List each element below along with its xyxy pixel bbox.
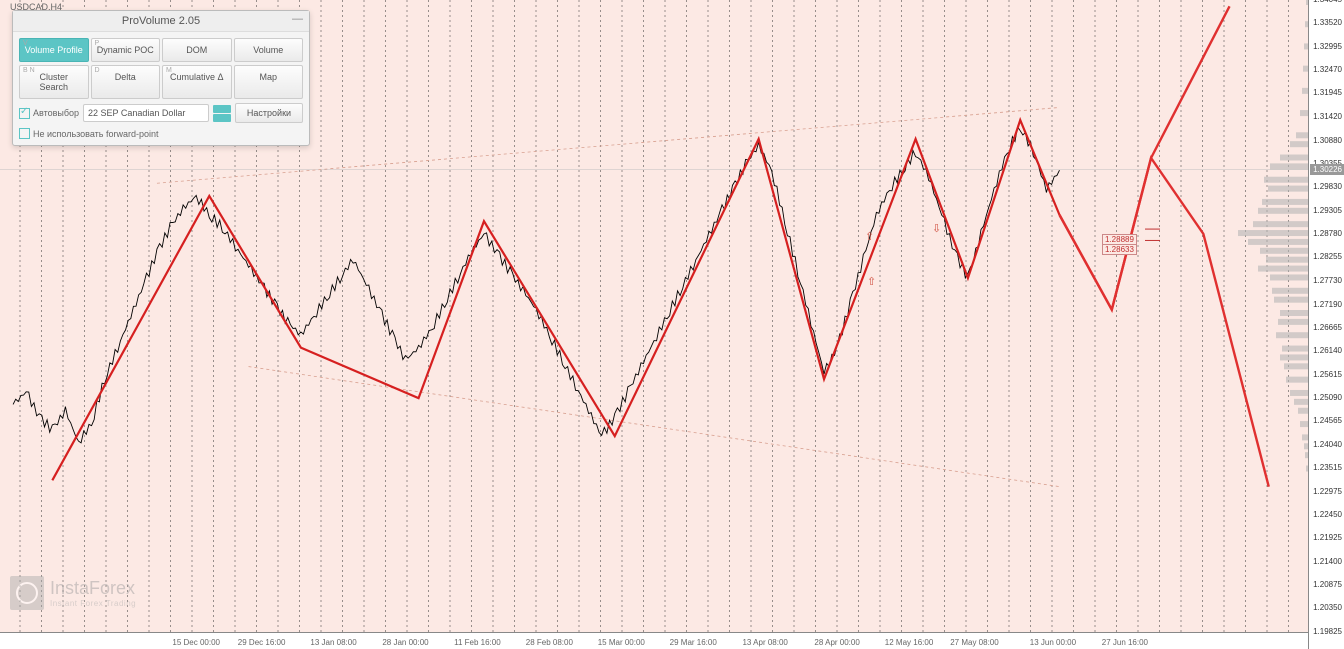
price-tick: 1.28255 — [1308, 252, 1342, 261]
minimize-icon[interactable]: — — [292, 13, 303, 25]
price-tick: 1.34045 — [1308, 0, 1342, 4]
settings-button[interactable]: Настройки — [235, 103, 303, 123]
price-tick: 1.19825 — [1308, 627, 1342, 636]
price-tick: 1.24040 — [1308, 440, 1342, 449]
checkbox-icon — [19, 108, 30, 119]
watermark: InstaForex Instant Forex Trading — [10, 576, 136, 610]
instrument-spinner[interactable] — [213, 105, 231, 122]
panel-title-text: ProVolume 2.05 — [122, 15, 200, 27]
time-tick: 27 May 08:00 — [950, 638, 998, 647]
price-tick: 1.20350 — [1308, 603, 1342, 612]
time-tick: 13 Apr 08:00 — [742, 638, 787, 647]
price-tick: 1.21925 — [1308, 533, 1342, 542]
price-tick: 1.22975 — [1308, 487, 1342, 496]
price-tick: 1.32470 — [1308, 65, 1342, 74]
price-tick: 1.24565 — [1308, 416, 1342, 425]
provolume-panel: ProVolume 2.05 — VVolume ProfilePDynamic… — [12, 10, 310, 146]
panel-button-delta[interactable]: DDelta — [91, 65, 161, 99]
time-tick: 15 Mar 00:00 — [598, 638, 645, 647]
time-tick: 13 Jun 00:00 — [1030, 638, 1076, 647]
price-tick: 1.25615 — [1308, 370, 1342, 379]
panel-button-dynamic-poc[interactable]: PDynamic POC — [91, 38, 161, 62]
time-tick: 29 Dec 16:00 — [238, 638, 286, 647]
chart-area: USDCAD,H4 1.28889 1.28633 ⇧ ⇧ ⇩ ProVolum… — [0, 0, 1308, 632]
price-tick: 1.29830 — [1308, 182, 1342, 191]
price-tick: 1.27190 — [1308, 300, 1342, 309]
checkbox-icon — [19, 128, 30, 139]
level-annotation-2: 1.28633 — [1102, 244, 1137, 255]
price-tick: 1.21400 — [1308, 557, 1342, 566]
time-tick: 28 Apr 00:00 — [814, 638, 859, 647]
panel-button-map[interactable]: Map — [234, 65, 304, 99]
price-tick: 1.25090 — [1308, 393, 1342, 402]
panel-button-volume[interactable]: Volume — [234, 38, 304, 62]
price-tick: 1.26665 — [1308, 323, 1342, 332]
time-tick: 12 May 16:00 — [885, 638, 933, 647]
price-tick: 1.27730 — [1308, 276, 1342, 285]
price-tick: 1.20875 — [1308, 580, 1342, 589]
autoselect-label: Автовыбор — [33, 108, 79, 118]
price-axis: 1.34045 1.33520 1.32995 1.32470 1.31945 1.314… — [1308, 0, 1344, 649]
arrow-up-2: ⇧ — [867, 275, 876, 288]
time-tick: 29 Mar 16:00 — [670, 638, 717, 647]
time-tick: 27 Jun 16:00 — [1102, 638, 1148, 647]
watermark-icon — [10, 576, 44, 610]
price-tick: 1.31420 — [1308, 112, 1342, 121]
panel-button-dom[interactable]: DOM — [162, 38, 232, 62]
time-tick: 28 Feb 08:00 — [526, 638, 573, 647]
panel-button-cumulative-[interactable]: MCumulative Δ — [162, 65, 232, 99]
instrument-select[interactable]: 22 SEP Canadian Dollar — [83, 104, 209, 122]
price-tick: 1.28780 — [1308, 229, 1342, 238]
time-tick: 11 Feb 16:00 — [454, 638, 501, 647]
price-tick: 1.26140 — [1308, 346, 1342, 355]
time-tick: 28 Jan 00:00 — [382, 638, 428, 647]
time-tick: 13 Jan 08:00 — [310, 638, 356, 647]
panel-title: ProVolume 2.05 — — [13, 11, 309, 32]
price-tick: 1.31945 — [1308, 88, 1342, 97]
price-current: 1.30226 — [1310, 164, 1344, 175]
watermark-sub: Instant Forex Trading — [50, 599, 136, 608]
arrow-down-1: ⇩ — [932, 222, 941, 235]
time-tick: 15 Dec 00:00 — [172, 638, 220, 647]
price-tick: 1.29305 — [1308, 206, 1342, 215]
panel-button-cluster-search[interactable]: B NCluster Search — [19, 65, 89, 99]
price-tick: 1.30880 — [1308, 136, 1342, 145]
panel-button-volume-profile[interactable]: VVolume Profile — [19, 38, 89, 62]
forwardpoint-label: Не использовать forward-point — [33, 129, 159, 139]
price-tick: 1.23515 — [1308, 463, 1342, 472]
price-tick: 1.22450 — [1308, 510, 1342, 519]
autoselect-checkbox[interactable]: Автовыбор — [19, 108, 79, 119]
time-axis: 15 Dec 00:00 29 Dec 16:00 13 Jan 08:00 28 J… — [0, 632, 1308, 649]
forwardpoint-checkbox[interactable]: Не использовать forward-point — [19, 128, 303, 139]
watermark-text: InstaForex — [50, 578, 136, 599]
price-tick: 1.33520 — [1308, 18, 1342, 27]
arrow-up-1: ⇧ — [865, 230, 874, 243]
price-tick: 1.32995 — [1308, 42, 1342, 51]
